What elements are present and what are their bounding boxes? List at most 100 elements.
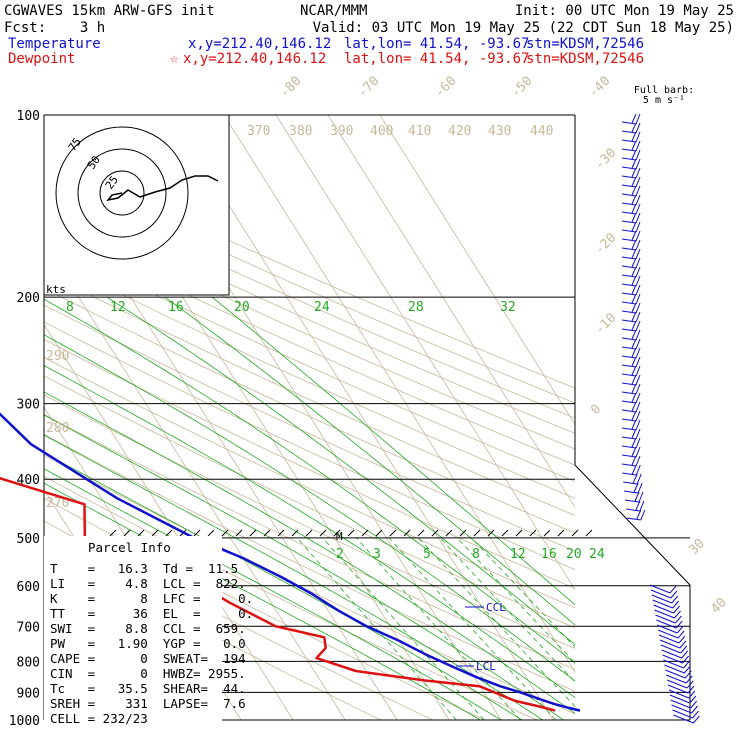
isotherm-line: [327, 115, 575, 508]
dry-adiabat-label: 370: [247, 124, 270, 139]
wind-barb-flag: [631, 176, 637, 187]
wind-barb-flag: [676, 625, 684, 634]
wind-barb-flag: [635, 113, 641, 125]
hatch-mark: [137, 529, 145, 537]
wind-barb-flag: [635, 131, 641, 143]
wind-barb-flag: [631, 185, 637, 196]
chart-header: CGWAVES 15km ARW-GFS init NCAR/MMM Init:…: [4, 3, 734, 67]
wind-barb-flag: [682, 655, 689, 664]
wind-barb-shaft: [621, 247, 637, 251]
parcel-info-row: CIN = 0 HWBZ= 2955.: [50, 666, 246, 681]
dry-adiabat-label: 380: [289, 124, 312, 139]
wind-barb-flag: [631, 365, 637, 376]
wind-barb-flag: [674, 610, 681, 619]
dry-adiabat-line: [44, 413, 575, 671]
wind-barb-flag: [635, 419, 641, 431]
wind-barb-flag: [671, 595, 679, 604]
wind-barb-shaft: [621, 400, 637, 404]
moist-adiabat-label: 20: [234, 300, 250, 315]
wind-barb-shaft: [653, 604, 674, 614]
dry-adiabat-line: [44, 321, 575, 570]
isotherm-line: [44, 323, 294, 720]
wind-barb-flag: [689, 695, 697, 704]
wind-barb-flag: [631, 464, 637, 475]
wind-barb-shaft: [621, 409, 637, 413]
wind-barb-flag: [635, 248, 641, 260]
wind-barb-flag: [635, 365, 641, 377]
wind-barb-flag: [635, 158, 641, 170]
dry-adiabat-label: 420: [448, 124, 471, 139]
wind-barb-shaft: [621, 436, 637, 440]
temperature-trace: [0, 412, 581, 712]
wind-barb-flag: [631, 356, 637, 367]
hodograph-ring-label-50: 50: [85, 153, 103, 171]
wind-barbs: [621, 113, 700, 724]
hatch-mark: [165, 529, 173, 537]
wind-barb-flag: [675, 615, 682, 624]
wind-barb-shaft: [625, 508, 640, 512]
isotherm-line: [44, 241, 346, 720]
hatch-mark: [109, 529, 117, 537]
wind-barb-flag: [632, 473, 638, 484]
wind-barb-shaft: [621, 211, 637, 215]
mixing-ratio-label: 20: [566, 547, 582, 562]
melting-level-marker: M: [336, 530, 343, 543]
isotherm-label: -20: [592, 231, 619, 258]
dry-adiabat-line: [44, 357, 575, 609]
wind-barb-shaft: [654, 609, 675, 619]
wind-barb-flag: [631, 284, 637, 295]
wind-barb-flag: [672, 600, 680, 609]
wind-barb-flag: [635, 293, 641, 305]
dry-adiabat-line: [44, 394, 575, 649]
wind-barb-shaft: [621, 427, 637, 431]
mixing-ratio-label: 8: [472, 547, 480, 562]
dewpoint-star-icon: ☆: [170, 51, 179, 67]
wind-barb-flag: [631, 374, 637, 385]
wind-barb-shaft: [621, 274, 637, 278]
hatch-mark: [235, 529, 243, 537]
wind-barb-shaft: [621, 148, 637, 152]
wind-barb-shaft: [650, 589, 672, 599]
parcel-info-row: CELL = 232/23: [50, 711, 148, 726]
mixing-ratio-label: 2: [336, 547, 344, 562]
dry-adiabat-label: 270: [46, 496, 69, 511]
wind-barb-flag: [635, 212, 641, 224]
wind-barb-shaft: [621, 292, 637, 296]
dry-adiabat-line: [44, 271, 575, 516]
wind-barb-flag: [681, 650, 689, 659]
wind-barb-shaft: [660, 644, 681, 654]
pressure-label: 600: [17, 580, 40, 595]
model-title: CGWAVES 15km ARW-GFS init: [4, 3, 215, 19]
wind-barb-flag: [687, 685, 695, 694]
wind-barb-flag: [685, 675, 693, 684]
wind-barb-shaft: [621, 382, 637, 386]
wind-barb-shaft: [621, 121, 637, 125]
wind-barb-flag: [635, 338, 641, 350]
isotherm-label: 40: [708, 595, 730, 617]
wind-barb-flag: [635, 311, 641, 323]
wind-barb-flag: [635, 347, 641, 359]
hatch-mark: [193, 529, 201, 537]
wind-barb-flag: [631, 410, 637, 421]
wind-barb-shaft: [673, 714, 694, 724]
mixing-ratio-label: 16: [541, 547, 557, 562]
wind-barb-flag: [631, 419, 637, 430]
wind-barb-flag: [631, 212, 637, 223]
dry-adiabat-line: [44, 195, 575, 434]
wind-barb-shaft: [652, 599, 673, 609]
wind-barb-shaft: [624, 499, 640, 503]
wind-barb-flag: [631, 266, 637, 277]
hodograph-ring-label-75: 75: [66, 135, 84, 153]
moist-adiabat-label: 16: [168, 300, 184, 315]
parcel-info-row: SREH = 331 LAPSE= 7.6: [50, 696, 246, 711]
dry-adiabat-line: [44, 375, 575, 629]
wind-barb-flag: [670, 590, 678, 599]
wind-barb-flag: [631, 113, 637, 124]
isotherm-label: -50: [508, 74, 535, 101]
wind-barb-flag: [635, 140, 641, 152]
wind-barb-flag: [635, 392, 641, 404]
isotherm-label: -40: [586, 74, 613, 101]
wind-barb-flag: [692, 710, 699, 719]
wind-barb-shaft: [661, 649, 682, 659]
